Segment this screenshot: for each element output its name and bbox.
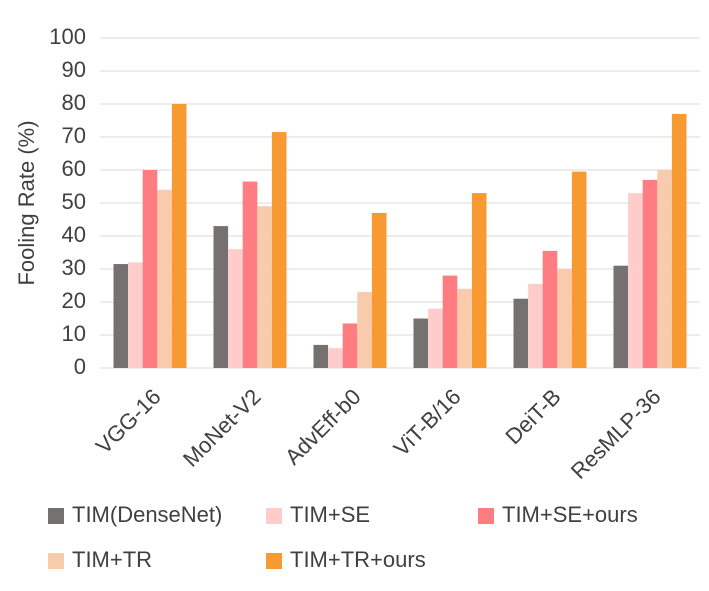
x-tick-label: MoNet-V2 [178,384,266,472]
bar [571,171,587,368]
bar [142,170,158,368]
y-axis-label: Fooling Rate (%) [14,120,39,285]
bar [128,262,143,368]
bar [428,308,443,368]
bar [442,275,458,368]
bar [413,318,429,368]
bar [528,283,543,368]
legend-label: TIM+SE [290,502,370,527]
y-tick-label: 70 [62,123,86,148]
y-tick-label: 10 [62,321,86,346]
bar [557,269,572,368]
x-tick-label: AdvEff-b0 [280,384,366,470]
y-tick-label: 50 [62,189,86,214]
legend-swatch [478,508,494,524]
legend-swatch [48,508,64,524]
bar [157,189,172,368]
x-tick-label: ResMLP-36 [566,384,666,484]
bar [213,226,229,368]
legend-label: TIM(DenseNet) [72,502,222,527]
legend-label: TIM+SE+ours [502,502,638,527]
bar [671,113,687,369]
y-tick-label: 0 [74,354,86,379]
bar [513,298,529,368]
bar [457,288,472,368]
x-tick-label: VGG-16 [91,384,166,459]
legend-label: TIM+TR+ours [290,547,426,572]
bar [313,344,329,368]
bar [113,264,129,368]
x-tick-label: ViT-B/16 [389,384,466,461]
bar [657,170,672,368]
bar [242,181,258,368]
bar [371,212,387,368]
legend-swatch [266,508,282,524]
legend-swatch [266,553,282,569]
bar [357,292,372,368]
legend-swatch [48,553,64,569]
y-tick-label: 100 [49,24,86,49]
bar [228,249,243,368]
bar [271,132,287,368]
bar [628,193,643,368]
bar [613,265,629,368]
y-tick-label: 90 [62,57,86,82]
bar [642,179,658,368]
bar [342,323,358,368]
bar [542,250,558,368]
bar [328,348,343,368]
y-tick-label: 40 [62,222,86,247]
bar [471,193,487,368]
bar [171,104,187,368]
x-tick-label: DeiT-B [500,384,565,449]
y-tick-label: 80 [62,90,86,115]
bar [257,206,272,368]
y-tick-label: 30 [62,255,86,280]
y-tick-label: 60 [62,156,86,181]
legend-label: TIM+TR [72,547,152,572]
y-tick-label: 20 [62,288,86,313]
